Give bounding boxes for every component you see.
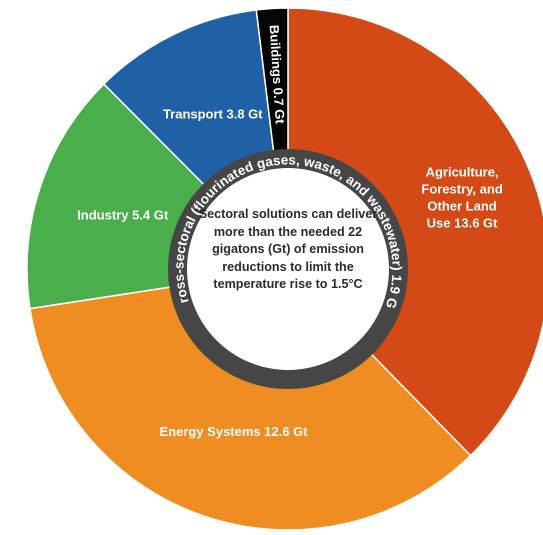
label-agriculture-forestry-and-other-land-use: Agriculture, Forestry, and Other Land Use 1… xyxy=(421,165,502,231)
center-hole xyxy=(187,168,389,370)
center-text: Sectoral solutions can deliver more than… xyxy=(198,207,378,292)
label-energy-systems: Energy Systems 12.6 Gt xyxy=(159,424,308,439)
label-buildings: Buildings 0.7 Gt xyxy=(267,24,288,124)
label-transport: Transport 3.8 Gt xyxy=(163,106,263,121)
label-industry: Industry 5.4 Gt xyxy=(77,207,169,222)
